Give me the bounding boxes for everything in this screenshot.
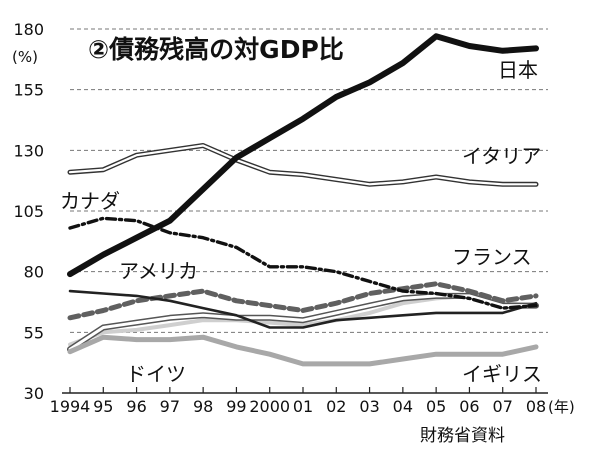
y-tick-label: 30 [24, 384, 44, 403]
x-tick-label: 07 [493, 397, 513, 416]
x-tick-label: 97 [160, 397, 180, 416]
x-tick-label: 01 [293, 397, 313, 416]
y-axis-unit: (%) [12, 48, 38, 66]
x-tick-label: 95 [93, 397, 113, 416]
series-thick-gray [67, 334, 539, 367]
x-axis-unit: (年) [548, 398, 575, 416]
label-japan: 日本 [498, 58, 538, 82]
label-germany: ドイツ [126, 362, 186, 386]
series-line [67, 281, 539, 321]
series-lines [67, 33, 539, 367]
x-tick-label: 05 [426, 397, 446, 416]
y-tick-label: 105 [13, 202, 44, 221]
label-canada: カナダ [60, 189, 120, 213]
x-tick-label: 03 [359, 397, 379, 416]
x-tick-label: 1994 [50, 397, 91, 416]
y-tick-label: 155 [13, 81, 44, 100]
y-tick-label: 130 [13, 141, 44, 160]
y-tick-label: 55 [24, 323, 44, 342]
series-line [68, 289, 538, 329]
x-tick-label: 02 [326, 397, 346, 416]
gridlines [62, 28, 548, 394]
label-france: フランス [452, 245, 532, 269]
series-solid-black [68, 289, 538, 329]
x-tick-label: 96 [126, 397, 146, 416]
label-usa: アメリカ [119, 259, 198, 283]
y-tick-label: 180 [13, 20, 44, 39]
series-dashed-gray [67, 281, 539, 321]
series-line [67, 33, 539, 278]
series-double-outline [67, 143, 539, 187]
series-line [67, 334, 539, 367]
x-tick-label: 2000 [249, 397, 290, 416]
x-tick-label: 99 [226, 397, 246, 416]
source-note: 財務省資料 [420, 426, 505, 446]
series-dashdot-black [68, 216, 538, 310]
label-italy: イタリア [462, 144, 541, 168]
series-line [68, 216, 538, 310]
label-uk: イギリス [462, 362, 542, 386]
y-tick-label: 80 [24, 263, 44, 282]
series-thick-black [67, 33, 539, 278]
chart-title: ②債務残高の対GDP比 [88, 35, 344, 64]
x-tick-label: 08 [526, 397, 546, 416]
x-tick-label: 06 [459, 397, 479, 416]
series-line [68, 144, 538, 186]
x-tick-label: 98 [193, 397, 213, 416]
x-axis-ticks: 1994 95 96 97 98 99 2000 01 02 03 04 05 06 07 08 [50, 387, 546, 416]
x-tick-label: 04 [393, 397, 413, 416]
y-axis-ticks: 30 55 80 105 130 155 180 [13, 20, 44, 403]
